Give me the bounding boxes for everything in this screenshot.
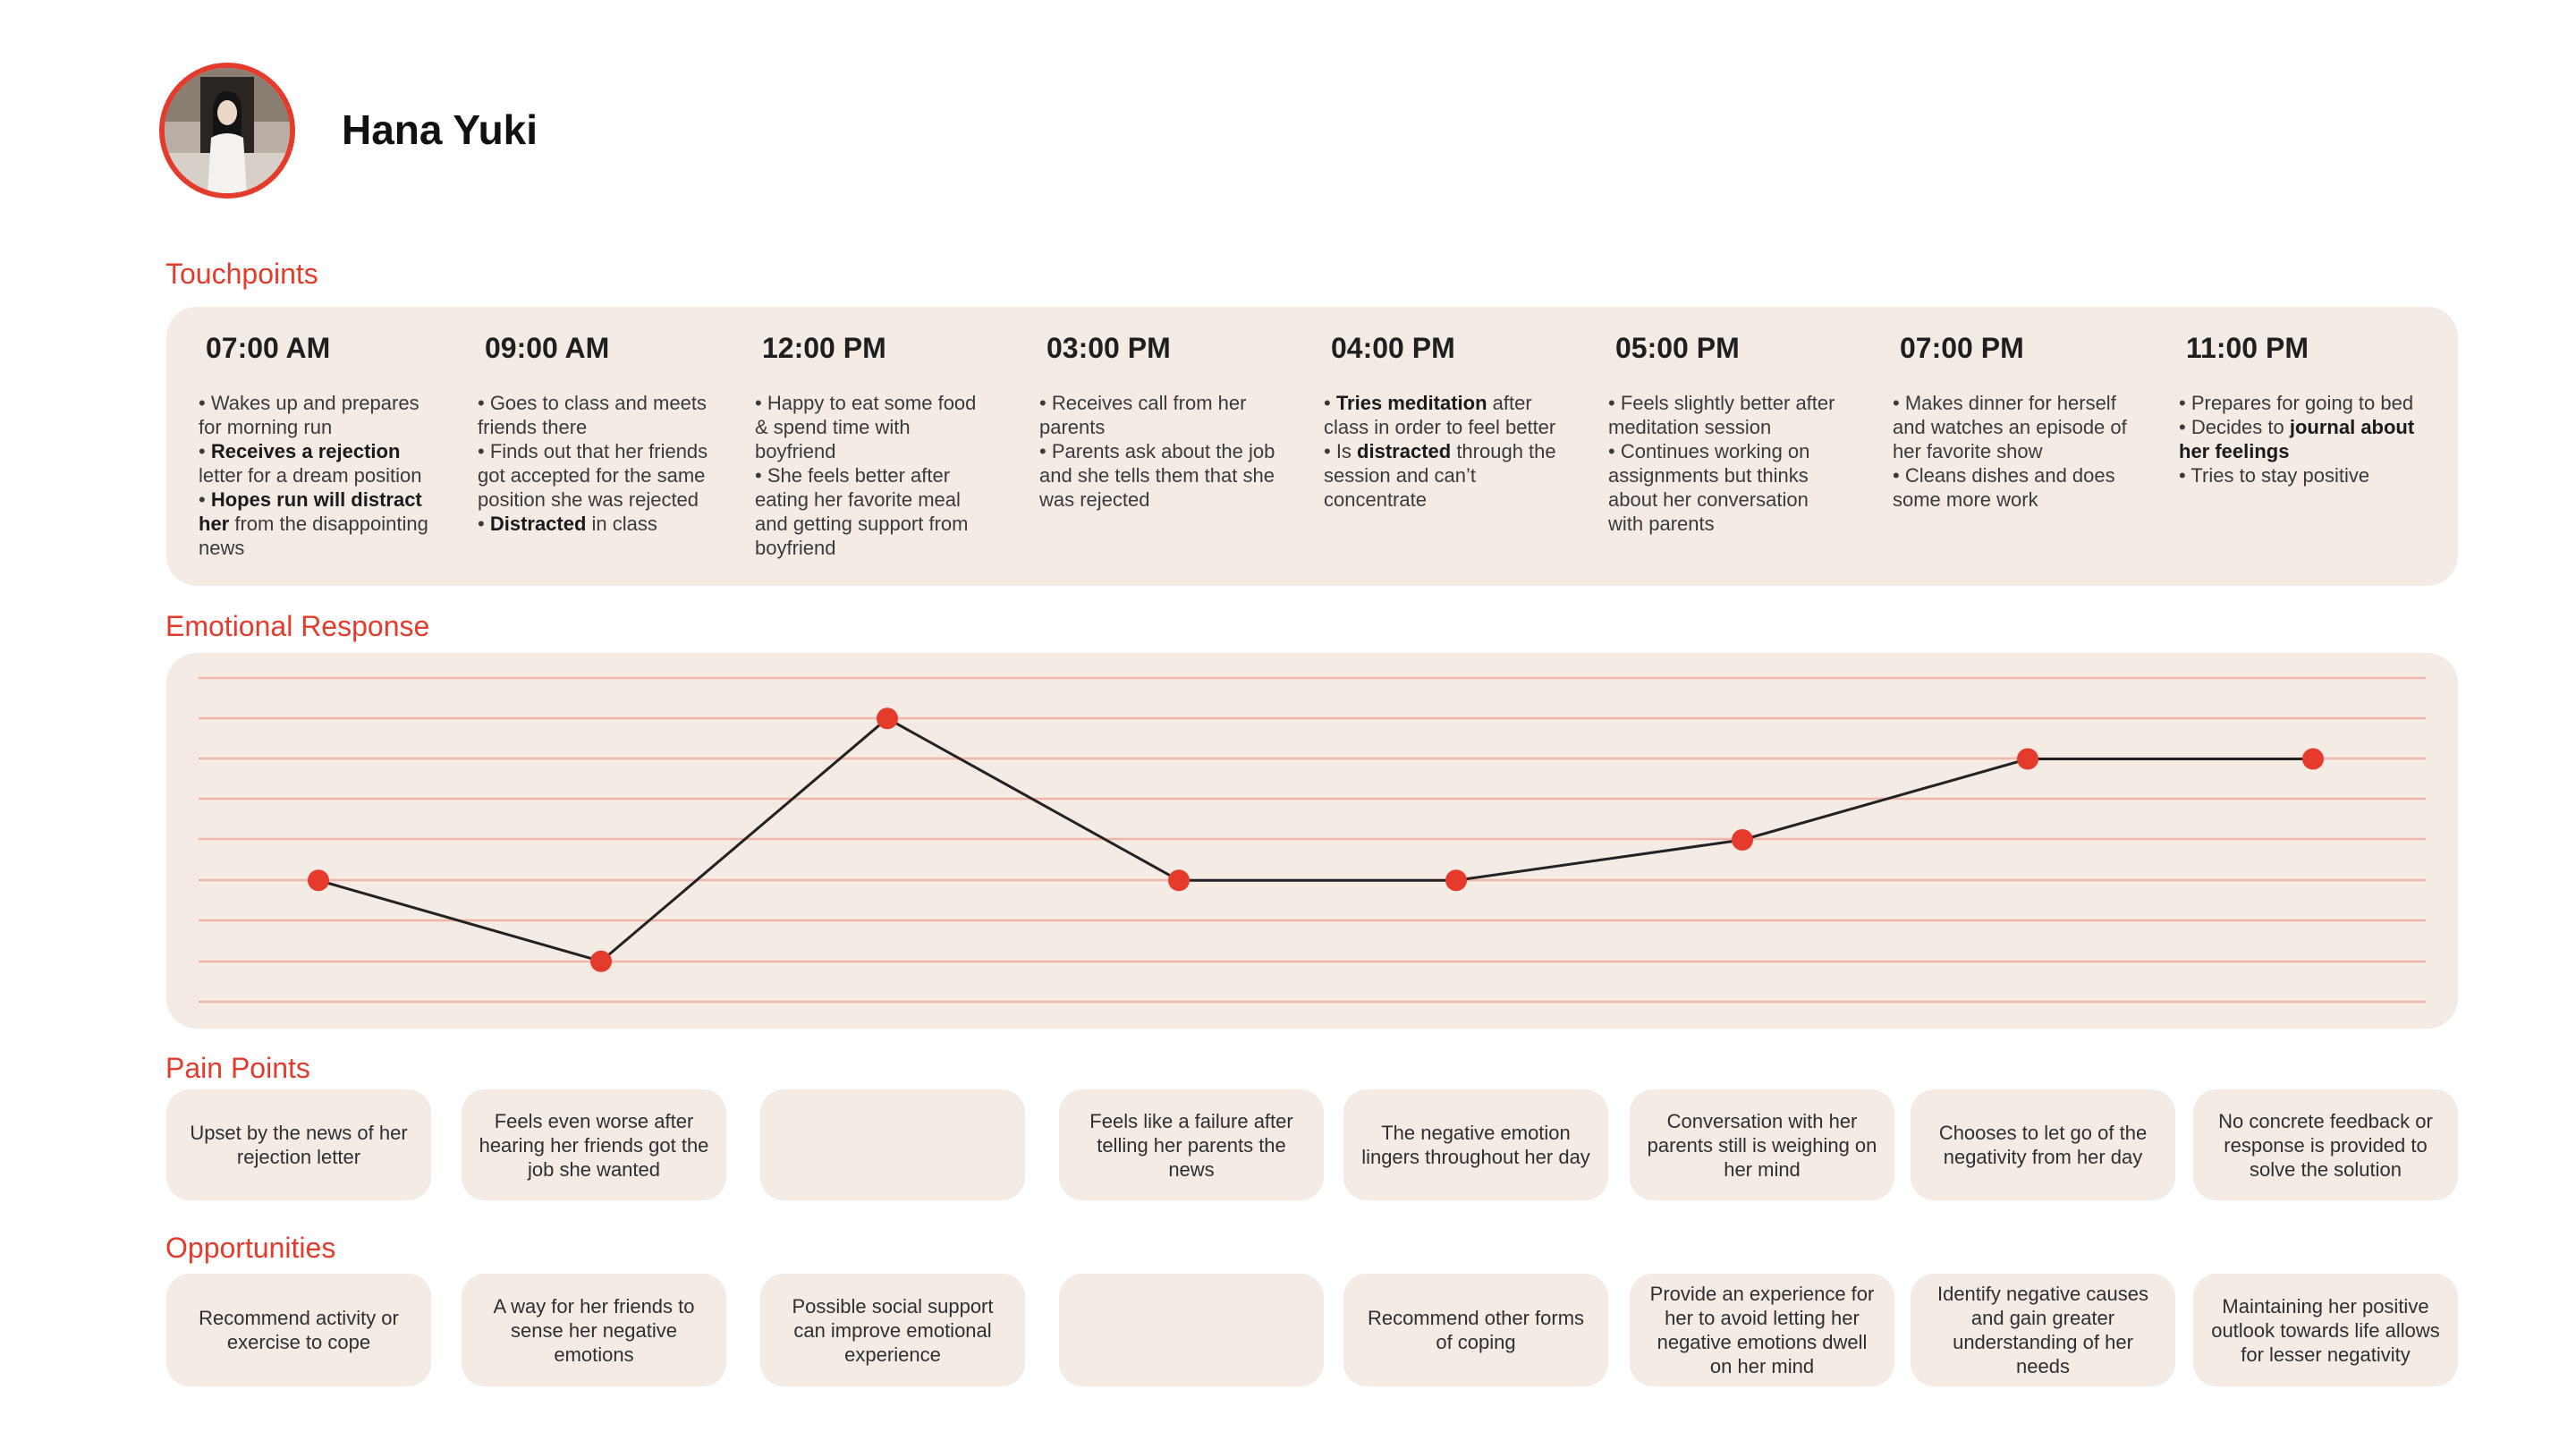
opportunity-card: A way for her friends to sense her negat…: [462, 1274, 726, 1386]
emotion-point-7: [2017, 748, 2038, 770]
pain-point-card: Feels like a failure after telling her p…: [1059, 1089, 1324, 1200]
opportunity-card: Maintaining her positive outlook towards…: [2193, 1274, 2458, 1386]
opportunity-card: [1059, 1274, 1324, 1386]
opportunities-title: Opportunities: [165, 1232, 336, 1264]
pain-point-card: Conversation with her parents still is w…: [1630, 1089, 1894, 1200]
emotion-point-8: [2302, 748, 2324, 770]
opportunity-card: Recommend activity or exercise to cope: [166, 1274, 431, 1386]
opportunity-card: Recommend other forms of coping: [1343, 1274, 1608, 1386]
touchpoint-time: 03:00 PM: [1046, 332, 1171, 364]
opportunity-card: Provide an experience for her to avoid l…: [1630, 1274, 1894, 1386]
emotional-response-title: Emotional Response: [165, 610, 430, 642]
emotion-series-line: [318, 716, 2313, 963]
emotion-point-6: [1732, 829, 1753, 851]
touchpoint-time: 12:00 PM: [762, 332, 886, 364]
pain-point-card: Upset by the news of her rejection lette…: [166, 1089, 431, 1200]
emotion-point-2: [590, 950, 612, 972]
opportunity-card: Possible social support can improve emot…: [760, 1274, 1025, 1386]
emotion-point-3: [877, 708, 898, 730]
touchpoint-description: • Wakes up and prepares for morning run •…: [199, 392, 428, 559]
opportunity-card: Identify negative causes and gain greate…: [1911, 1274, 2175, 1386]
pain-points-title: Pain Points: [165, 1052, 310, 1084]
emotion-point-4: [1168, 869, 1190, 892]
touchpoint-description: • Prepares for going to bed • Decides to …: [2179, 392, 2415, 487]
emotional-response-chart: [166, 653, 2458, 1029]
touchpoint-description: • Goes to class and meets friends there •…: [478, 392, 708, 535]
persona-name: Hana Yuki: [342, 106, 538, 153]
touchpoints-title: Touchpoints: [165, 258, 318, 290]
touchpoint-description: • Makes dinner for herself and watches a…: [1893, 392, 2127, 511]
emotion-point-1: [308, 869, 329, 892]
pain-point-card: Chooses to let go of the negativity from…: [1911, 1089, 2175, 1200]
pain-point-card: Feels even worse after hearing her frien…: [462, 1089, 726, 1200]
pain-point-card: [760, 1089, 1025, 1200]
touchpoints-panel: 07:00 AM • Wakes up and prepares for morn…: [166, 307, 2458, 586]
touchpoint-description: • Receives call from her parents • Parent…: [1039, 392, 1275, 511]
emotion-line-chart: [199, 676, 2426, 1004]
touchpoint-description: • Happy to eat some food & spend time wi…: [755, 392, 977, 559]
pain-point-card: The negative emotion lingers throughout …: [1343, 1089, 1608, 1200]
touchpoint-time: 11:00 PM: [2186, 332, 2309, 364]
touchpoint-time: 07:00 PM: [1900, 332, 2024, 364]
touchpoint-time: 04:00 PM: [1331, 332, 1455, 364]
emotion-point-5: [1445, 869, 1467, 892]
touchpoint-time: 07:00 AM: [206, 332, 331, 364]
touchpoint-time: 05:00 PM: [1615, 332, 1740, 364]
avatar: [159, 63, 295, 199]
touchpoint-description: • Tries meditation after class in order …: [1324, 392, 1556, 511]
touchpoint-description: • Feels slightly better after meditation…: [1608, 392, 1835, 535]
pain-point-card: No concrete feedback or response is prov…: [2193, 1089, 2458, 1200]
touchpoint-time: 09:00 AM: [485, 332, 610, 364]
